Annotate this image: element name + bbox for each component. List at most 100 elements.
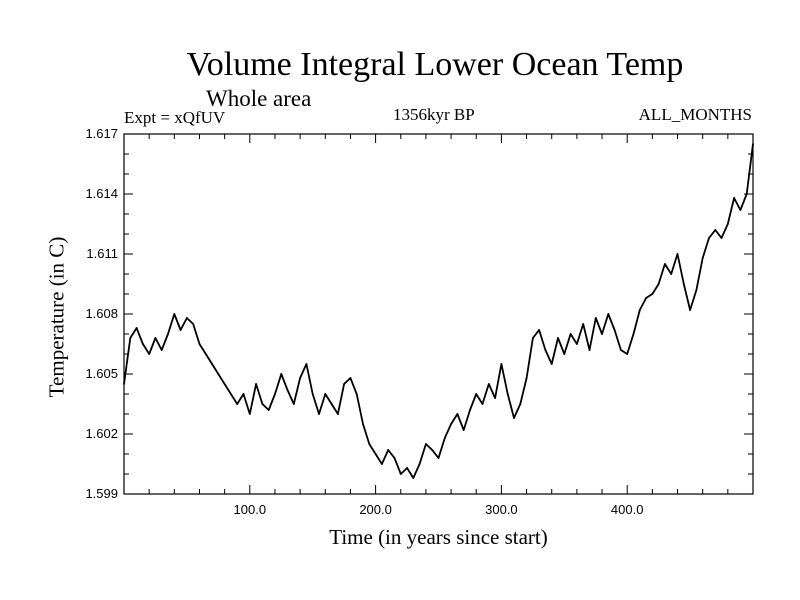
data-point bbox=[720, 237, 723, 239]
data-point bbox=[387, 449, 390, 451]
data-point bbox=[299, 377, 302, 379]
data-point bbox=[651, 293, 654, 295]
data-point bbox=[701, 257, 704, 259]
data-point bbox=[406, 467, 408, 469]
data-point bbox=[456, 413, 459, 415]
data-point bbox=[538, 329, 541, 331]
data-point bbox=[236, 403, 239, 405]
data-point bbox=[261, 403, 264, 405]
data-point bbox=[626, 353, 629, 355]
data-point bbox=[198, 343, 201, 345]
data-point bbox=[311, 393, 314, 395]
data-point bbox=[324, 393, 327, 395]
data-point bbox=[594, 317, 597, 319]
months-label: ALL_MONTHS bbox=[638, 105, 752, 124]
data-point bbox=[575, 343, 578, 345]
data-point bbox=[443, 437, 446, 439]
data-point bbox=[588, 349, 591, 351]
data-point bbox=[412, 477, 415, 479]
data-point bbox=[192, 323, 195, 325]
data-point bbox=[462, 429, 465, 431]
data-point bbox=[204, 353, 207, 355]
data-point bbox=[638, 309, 641, 311]
data-point bbox=[714, 229, 717, 231]
y-tick-label: 1.599 bbox=[85, 486, 118, 501]
data-point bbox=[657, 283, 660, 285]
data-point bbox=[160, 349, 163, 351]
data-point bbox=[601, 333, 603, 335]
series-line bbox=[123, 143, 754, 479]
data-point bbox=[481, 403, 484, 405]
experiment-label: Expt = xQfUV bbox=[124, 108, 226, 127]
data-point bbox=[676, 253, 679, 255]
data-point bbox=[645, 297, 647, 299]
x-tick-label: 100.0 bbox=[234, 502, 267, 517]
data-point bbox=[186, 317, 188, 319]
y-tick-label: 1.608 bbox=[85, 306, 118, 321]
data-point bbox=[557, 337, 559, 339]
data-point bbox=[318, 413, 320, 415]
data-point bbox=[739, 209, 742, 211]
data-point bbox=[362, 423, 364, 425]
data-point bbox=[380, 463, 383, 465]
data-point bbox=[286, 389, 289, 391]
data-point bbox=[305, 363, 308, 365]
x-axis-label: Time (in years since start) bbox=[329, 525, 548, 549]
data-point bbox=[135, 327, 138, 329]
data-point bbox=[280, 373, 283, 375]
x-tick-label: 200.0 bbox=[359, 502, 392, 517]
data-point bbox=[513, 417, 515, 419]
data-point bbox=[620, 349, 622, 351]
data-point bbox=[494, 397, 497, 399]
data-point bbox=[330, 403, 333, 405]
data-point bbox=[506, 393, 509, 395]
data-point bbox=[752, 143, 754, 145]
data-point bbox=[141, 343, 144, 345]
data-point bbox=[248, 413, 251, 415]
data-point bbox=[475, 393, 478, 395]
data-point bbox=[550, 363, 553, 365]
data-point bbox=[519, 403, 522, 405]
data-point bbox=[267, 409, 270, 411]
chart-subtitle: Whole area bbox=[206, 86, 312, 111]
data-point bbox=[569, 333, 572, 335]
data-point bbox=[274, 393, 276, 395]
data-point bbox=[745, 193, 748, 195]
data-point bbox=[129, 337, 132, 339]
data-point bbox=[255, 383, 257, 385]
data-point bbox=[525, 377, 528, 379]
data-point bbox=[670, 273, 673, 275]
data-point bbox=[607, 313, 610, 315]
data-point bbox=[437, 457, 440, 459]
period-label: 1356kyr BP bbox=[393, 105, 475, 124]
data-point bbox=[211, 363, 213, 365]
y-tick-label: 1.614 bbox=[85, 186, 118, 201]
data-point bbox=[632, 333, 635, 335]
data-point bbox=[689, 309, 691, 311]
data-point bbox=[431, 449, 434, 451]
data-point bbox=[374, 453, 377, 455]
data-point bbox=[733, 197, 736, 199]
data-point bbox=[708, 237, 710, 239]
y-tick-label: 1.605 bbox=[85, 366, 118, 381]
x-tick-label: 400.0 bbox=[611, 502, 644, 517]
data-point bbox=[500, 363, 503, 365]
data-point bbox=[531, 337, 534, 339]
data-point bbox=[695, 289, 698, 291]
data-point bbox=[487, 383, 490, 385]
data-point bbox=[425, 443, 427, 445]
y-tick-label: 1.602 bbox=[85, 426, 118, 441]
data-point bbox=[469, 409, 471, 411]
y-tick-label: 1.611 bbox=[86, 246, 118, 261]
data-point bbox=[242, 393, 245, 395]
data-point bbox=[613, 329, 616, 331]
data-point bbox=[393, 457, 396, 459]
data-point bbox=[563, 353, 566, 355]
y-tick-label: 1.617 bbox=[85, 126, 118, 141]
plot-frame bbox=[123, 133, 754, 495]
data-point bbox=[123, 383, 125, 385]
data-point bbox=[230, 393, 232, 395]
data-point bbox=[179, 329, 182, 331]
data-point bbox=[544, 349, 547, 351]
